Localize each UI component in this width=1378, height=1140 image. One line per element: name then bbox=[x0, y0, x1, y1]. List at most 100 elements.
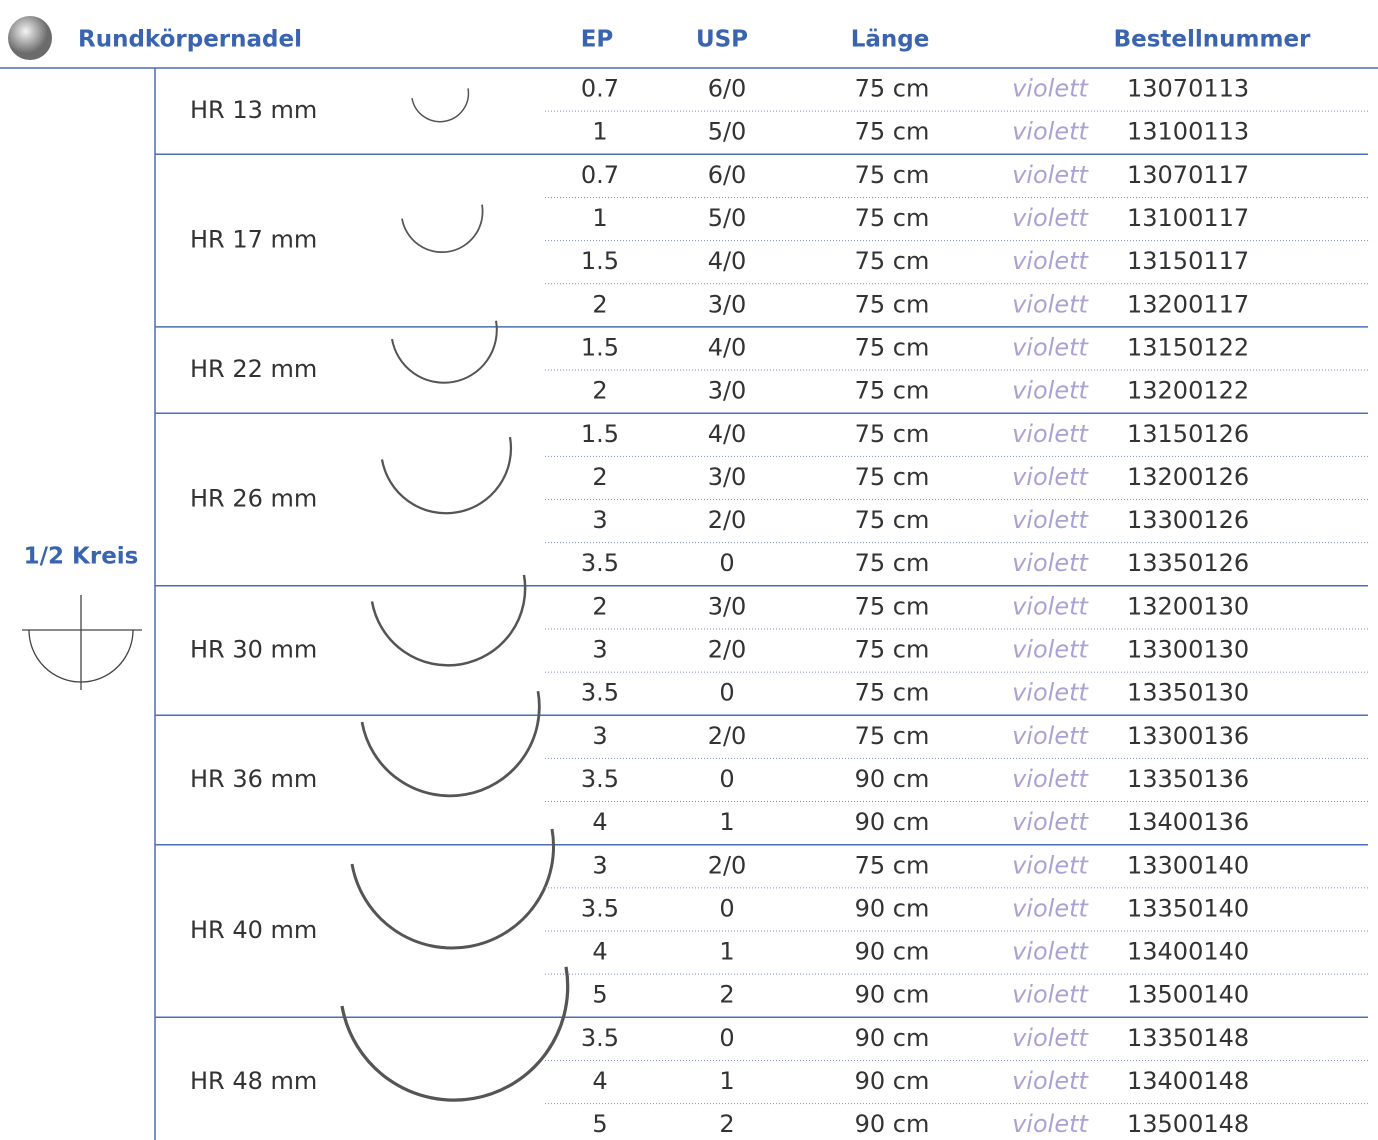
needle-name: HR 13 mm bbox=[190, 96, 317, 124]
cell: 4 bbox=[592, 808, 607, 836]
color-cell: violett bbox=[1012, 636, 1089, 664]
cell: 3/0 bbox=[708, 377, 747, 405]
needle-name: HR 17 mm bbox=[190, 226, 317, 254]
cell: 13400140 bbox=[1127, 938, 1249, 966]
cell: 5 bbox=[592, 981, 607, 1009]
color-cell: violett bbox=[1012, 420, 1089, 448]
cell: 3.5 bbox=[581, 765, 619, 793]
needle bbox=[382, 437, 511, 513]
cell: 75 cm bbox=[855, 679, 930, 707]
cell: 3.5 bbox=[581, 1024, 619, 1052]
color-cell: violett bbox=[1012, 679, 1089, 707]
col-head: USP bbox=[696, 27, 748, 53]
cell: 75 cm bbox=[855, 333, 930, 361]
cell: 13350136 bbox=[1127, 765, 1249, 793]
cell: 13300140 bbox=[1127, 851, 1249, 879]
table: Rundkörpernadel EP USP Länge Bestellnumm… bbox=[0, 0, 1378, 1140]
cell: 75 cm bbox=[855, 161, 930, 189]
cell: 1 bbox=[592, 204, 607, 232]
cell: 75 cm bbox=[855, 506, 930, 534]
cell: 4 bbox=[592, 938, 607, 966]
cell: 13150126 bbox=[1127, 420, 1249, 448]
cell: 2 bbox=[592, 463, 607, 491]
shape-diagram bbox=[22, 595, 142, 690]
cell: 1.5 bbox=[581, 247, 619, 275]
col-head: Bestellnummer bbox=[1114, 27, 1311, 53]
cell: 1 bbox=[592, 118, 607, 146]
needle-name: HR 30 mm bbox=[190, 636, 317, 664]
cell: 2/0 bbox=[708, 636, 747, 664]
cell: 75 cm bbox=[855, 290, 930, 318]
cell: 4/0 bbox=[708, 420, 747, 448]
color-cell: violett bbox=[1012, 1067, 1089, 1095]
color-cell: violett bbox=[1012, 506, 1089, 534]
cell: 13300126 bbox=[1127, 506, 1249, 534]
cell: 13400148 bbox=[1127, 1067, 1249, 1095]
cell: 75 cm bbox=[855, 463, 930, 491]
cell: 13200122 bbox=[1127, 377, 1249, 405]
cell: 0.7 bbox=[581, 161, 619, 189]
color-cell: violett bbox=[1012, 1110, 1089, 1138]
cell: 3.5 bbox=[581, 679, 619, 707]
cell: 3/0 bbox=[708, 290, 747, 318]
color-cell: violett bbox=[1012, 161, 1089, 189]
cell: 75 cm bbox=[855, 204, 930, 232]
cell: 2/0 bbox=[708, 722, 747, 750]
color-cell: violett bbox=[1012, 118, 1089, 146]
cell: 2 bbox=[592, 592, 607, 620]
cell: 5/0 bbox=[708, 204, 747, 232]
cell: 6/0 bbox=[708, 75, 747, 103]
icon bbox=[8, 16, 52, 60]
color-cell: violett bbox=[1012, 377, 1089, 405]
cell: 13150117 bbox=[1127, 247, 1249, 275]
cell: 13200126 bbox=[1127, 463, 1249, 491]
needle-name: HR 22 mm bbox=[190, 355, 317, 383]
cell: 13100113 bbox=[1127, 118, 1249, 146]
cell: 90 cm bbox=[855, 765, 930, 793]
cell: 75 cm bbox=[855, 75, 930, 103]
needle-name: HR 40 mm bbox=[190, 916, 317, 944]
cell: 4/0 bbox=[708, 333, 747, 361]
cell: 1 bbox=[719, 938, 734, 966]
cell: 90 cm bbox=[855, 1110, 930, 1138]
cell: 4/0 bbox=[708, 247, 747, 275]
cell: 90 cm bbox=[855, 981, 930, 1009]
needle bbox=[342, 967, 568, 1100]
cell: 3 bbox=[592, 722, 607, 750]
cell: 75 cm bbox=[855, 851, 930, 879]
cell: 6/0 bbox=[708, 161, 747, 189]
cell: 4 bbox=[592, 1067, 607, 1095]
col-head: Länge bbox=[851, 27, 930, 53]
color-cell: violett bbox=[1012, 894, 1089, 922]
cell: 1.5 bbox=[581, 420, 619, 448]
cell: 3.5 bbox=[581, 549, 619, 577]
color-cell: violett bbox=[1012, 463, 1089, 491]
cell: 90 cm bbox=[855, 808, 930, 836]
cell: 1 bbox=[719, 1067, 734, 1095]
cell: 90 cm bbox=[855, 1024, 930, 1052]
color-cell: violett bbox=[1012, 333, 1089, 361]
needle bbox=[392, 321, 497, 383]
cell: 13350126 bbox=[1127, 549, 1249, 577]
col-head: EP bbox=[581, 27, 614, 53]
cell: 0 bbox=[719, 1024, 734, 1052]
needle-name: HR 36 mm bbox=[190, 765, 317, 793]
cell: 75 cm bbox=[855, 722, 930, 750]
cell: 3/0 bbox=[708, 592, 747, 620]
cell: 75 cm bbox=[855, 636, 930, 664]
cell: 13500140 bbox=[1127, 981, 1249, 1009]
cell: 2 bbox=[592, 290, 607, 318]
color-cell: violett bbox=[1012, 765, 1089, 793]
cell: 1 bbox=[719, 808, 734, 836]
cell: 2 bbox=[719, 1110, 734, 1138]
cell: 90 cm bbox=[855, 938, 930, 966]
cell: 3.5 bbox=[581, 894, 619, 922]
cell: 0.7 bbox=[581, 75, 619, 103]
color-cell: violett bbox=[1012, 247, 1089, 275]
color-cell: violett bbox=[1012, 549, 1089, 577]
cell: 0 bbox=[719, 765, 734, 793]
color-cell: violett bbox=[1012, 808, 1089, 836]
needle-name: HR 26 mm bbox=[190, 485, 317, 513]
cell: 3 bbox=[592, 506, 607, 534]
cell: 13300136 bbox=[1127, 722, 1249, 750]
